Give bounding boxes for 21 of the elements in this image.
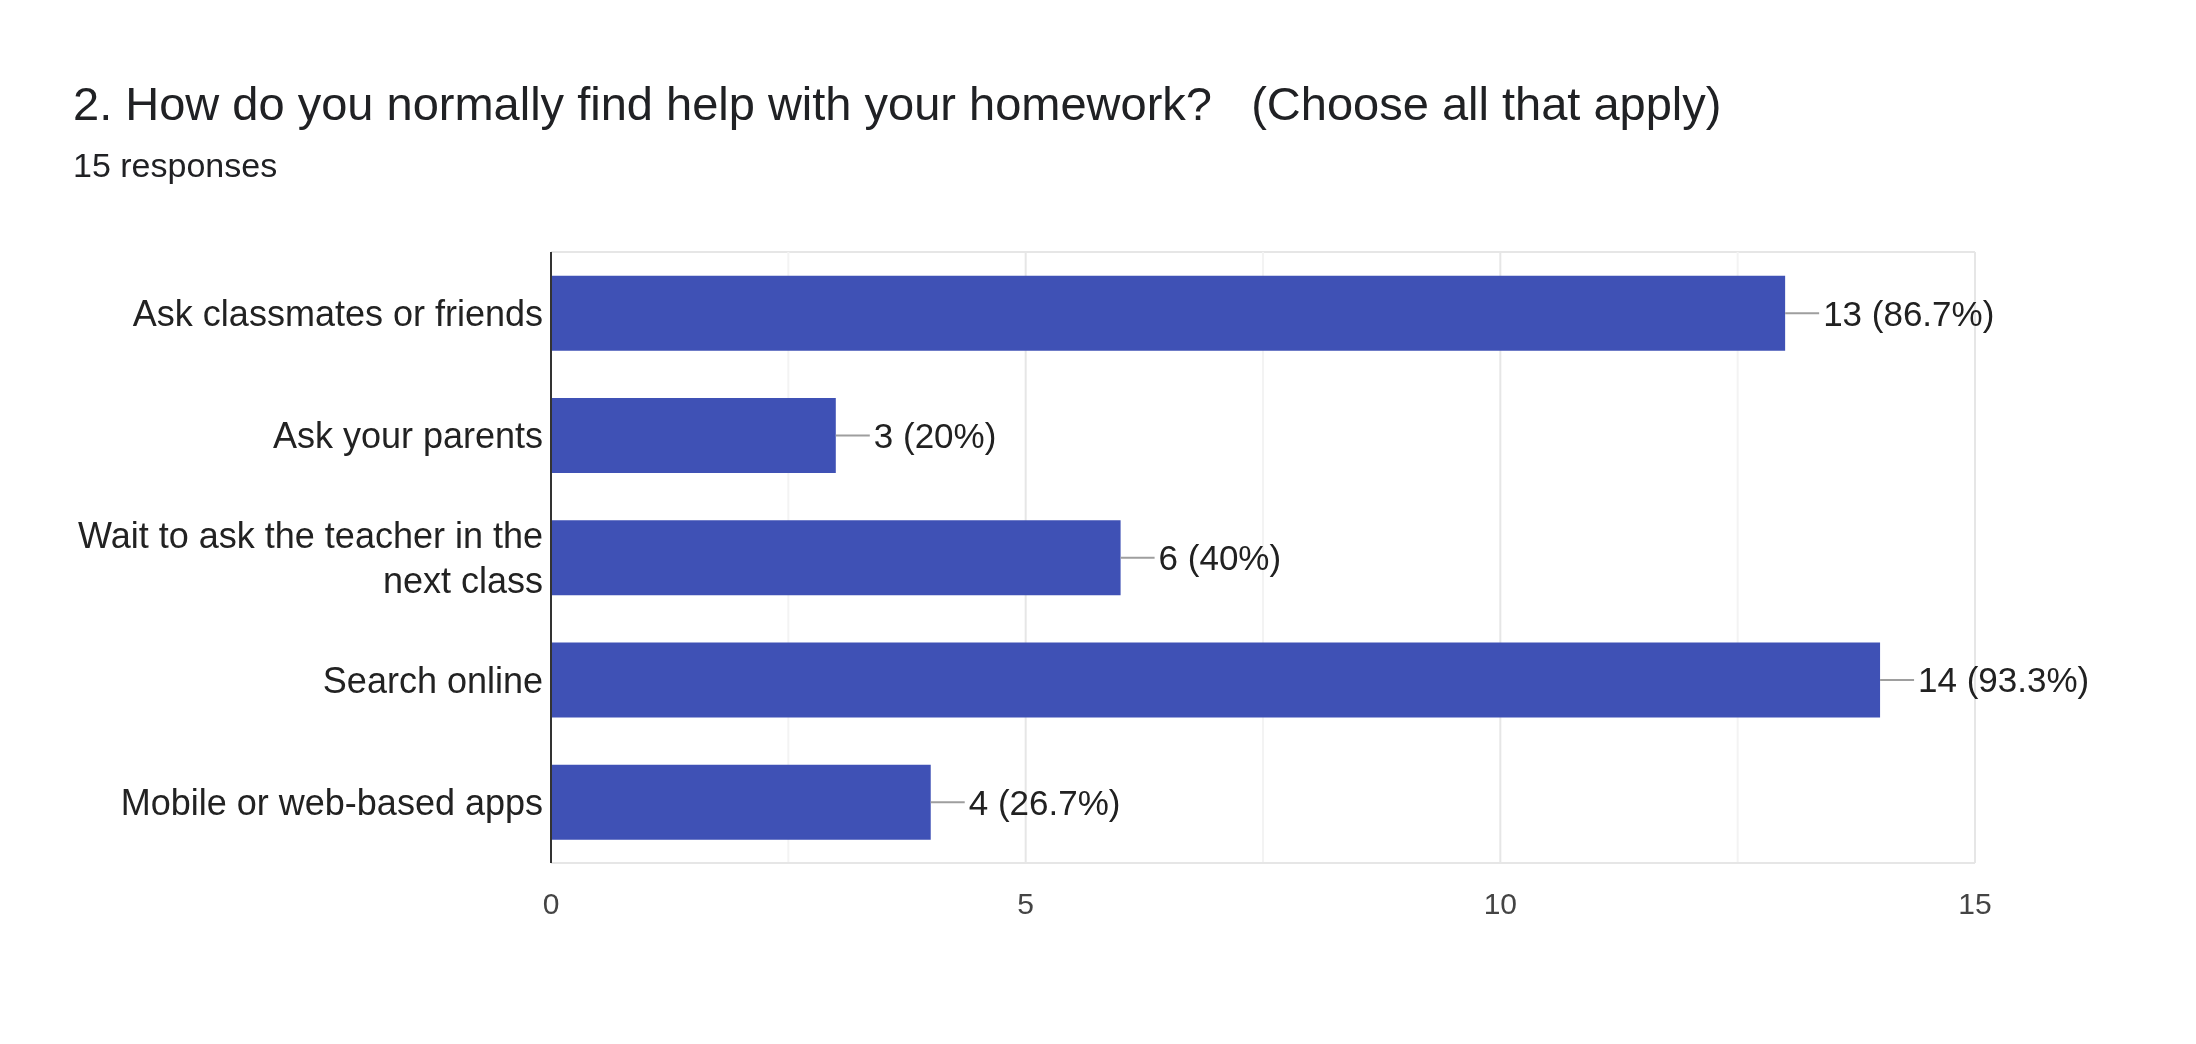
data-label: 3 (20%) <box>873 416 997 456</box>
data-label: 13 (86.7%) <box>1823 293 1995 333</box>
data-label: 6 (40%) <box>1158 538 1282 578</box>
text: 15 responses <box>73 145 278 186</box>
x-tick-label: 0 <box>542 886 560 920</box>
bar <box>551 642 1881 718</box>
x-tick-label: 5 <box>1017 886 1035 920</box>
chart-title: 2. How do you normally find help with your homework? (Choose all that apply) <box>73 76 1722 132</box>
x-tick-label: 15 <box>1958 886 1992 920</box>
y-tick-label: Ask classmates or friends <box>132 292 543 334</box>
bar <box>551 764 931 840</box>
bar <box>551 398 836 474</box>
data-label: 4 (26.7%) <box>968 782 1121 822</box>
bar <box>551 275 1786 351</box>
y-tick-label: Wait to ask the teacher in the next class <box>78 514 543 601</box>
data-label: 14 (93.3%) <box>1918 660 2090 700</box>
y-tick-label: Ask your parents <box>272 414 543 456</box>
x-tick-label: 10 <box>1483 886 1518 920</box>
y-tick-label: Search online <box>322 659 543 701</box>
y-tick-label: Mobile or web-based apps <box>120 781 543 823</box>
bar <box>551 520 1121 596</box>
